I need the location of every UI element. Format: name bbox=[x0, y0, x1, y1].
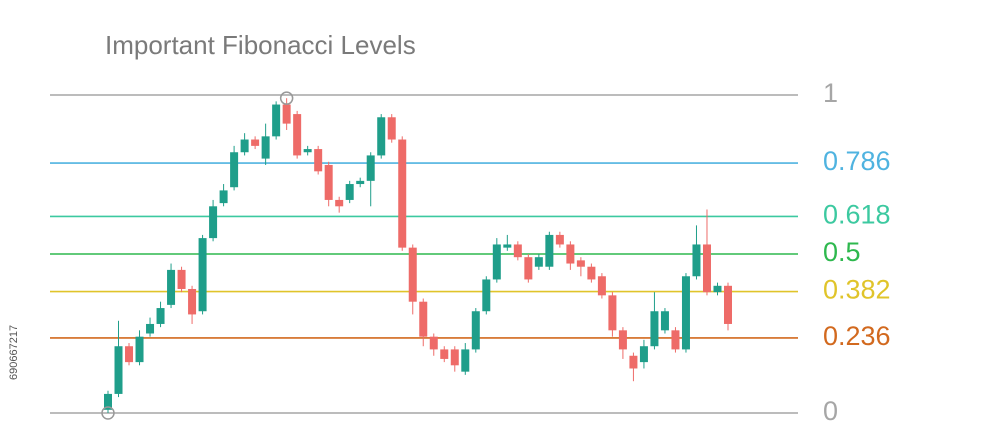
candle-body bbox=[209, 206, 218, 239]
candle-body bbox=[387, 117, 396, 140]
candle-body bbox=[660, 311, 669, 331]
candle-body bbox=[219, 190, 228, 204]
candle-body bbox=[398, 139, 407, 248]
candle-body bbox=[356, 180, 365, 185]
level-label: 0.5 bbox=[823, 237, 861, 267]
candle-body bbox=[566, 244, 575, 264]
candle-body bbox=[125, 346, 134, 363]
candle-body bbox=[188, 288, 197, 315]
candle-body bbox=[114, 346, 123, 394]
level-label: 0 bbox=[823, 396, 838, 426]
candle-body bbox=[251, 139, 260, 146]
candle-body bbox=[492, 244, 501, 280]
candle-body bbox=[503, 244, 512, 248]
candle-body bbox=[629, 355, 638, 369]
candle-body bbox=[618, 330, 627, 350]
candle-body bbox=[146, 323, 155, 334]
level-label: 0.382 bbox=[823, 275, 891, 305]
candle-body bbox=[440, 349, 449, 359]
candle-body bbox=[272, 104, 281, 137]
candle-body bbox=[534, 257, 543, 267]
candle-body bbox=[524, 257, 533, 280]
candle-body bbox=[345, 184, 354, 200]
candle-body bbox=[555, 234, 564, 245]
candle-body bbox=[461, 349, 470, 372]
level-label: 0.618 bbox=[823, 200, 891, 230]
candle-body bbox=[450, 349, 459, 366]
swing-marker bbox=[101, 406, 115, 420]
candle-body bbox=[608, 295, 617, 331]
chart-title: Important Fibonacci Levels bbox=[105, 30, 416, 60]
candle-body bbox=[167, 269, 176, 305]
candle-body bbox=[650, 311, 659, 347]
candle-body bbox=[692, 244, 701, 277]
candle-body bbox=[135, 336, 144, 363]
candle-body bbox=[282, 104, 291, 124]
candle-body bbox=[513, 244, 522, 258]
level-label: 0.236 bbox=[823, 321, 891, 351]
candle-body bbox=[681, 276, 690, 350]
candle-body bbox=[576, 260, 585, 267]
candle-body bbox=[377, 117, 386, 156]
candle-body bbox=[471, 311, 480, 350]
candle-body bbox=[293, 114, 302, 156]
level-label: 0.786 bbox=[823, 146, 891, 176]
candle-body bbox=[324, 164, 333, 200]
stock-id: 690667217 bbox=[8, 325, 20, 380]
candle-body bbox=[482, 279, 491, 312]
candle-body bbox=[261, 136, 270, 159]
level-label: 1 bbox=[823, 78, 838, 108]
candle-body bbox=[335, 199, 344, 207]
candle-body bbox=[230, 152, 239, 188]
candle-body bbox=[639, 346, 648, 363]
candle-body bbox=[429, 336, 438, 350]
candle-body bbox=[545, 234, 554, 267]
candle-body bbox=[156, 308, 165, 324]
candle-body bbox=[419, 301, 428, 337]
candle-body bbox=[408, 247, 417, 302]
candle-body bbox=[104, 393, 112, 410]
candle-body bbox=[198, 238, 207, 312]
candle-body bbox=[713, 285, 722, 293]
candle-body bbox=[314, 149, 323, 172]
candle-body bbox=[597, 276, 606, 296]
candle-body bbox=[366, 155, 375, 181]
candle-body bbox=[587, 266, 596, 280]
candle-body bbox=[702, 244, 711, 293]
candle-body bbox=[724, 285, 732, 324]
candle-body bbox=[240, 139, 249, 153]
candle-body bbox=[177, 269, 186, 289]
swing-marker bbox=[279, 91, 294, 105]
candle-body bbox=[671, 330, 680, 350]
candle-body bbox=[303, 149, 312, 153]
